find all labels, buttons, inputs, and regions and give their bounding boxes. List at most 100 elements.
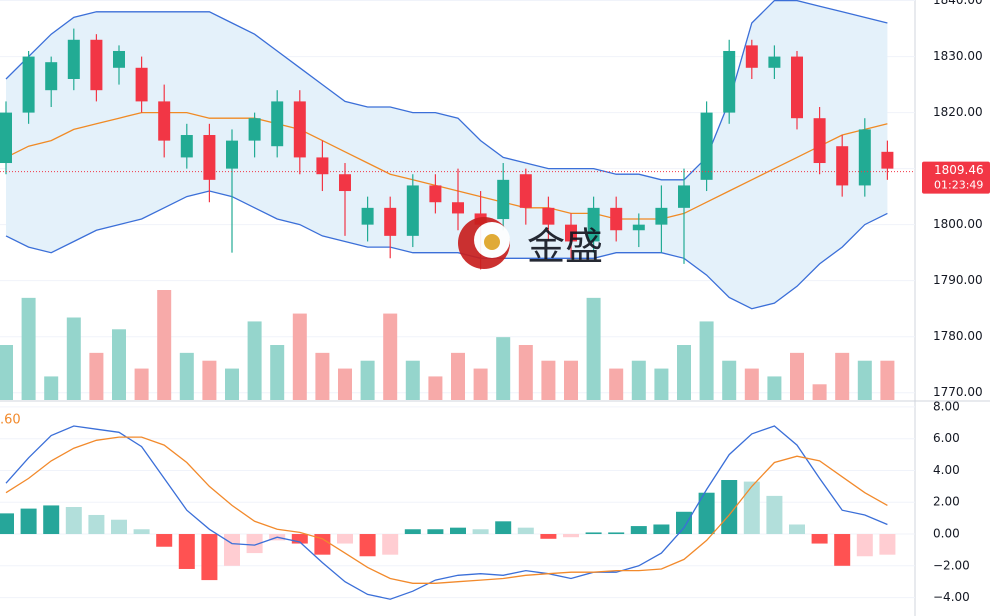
volume-bar [292, 313, 307, 400]
histogram-bar [382, 534, 399, 555]
y-tick-label: −4.00 [933, 590, 970, 604]
candle-body [519, 174, 532, 208]
histogram-bar [630, 526, 647, 535]
candle-body [881, 151, 894, 169]
histogram-bar [314, 534, 331, 555]
y-tick-label: −2.00 [933, 558, 970, 572]
histogram-bar [766, 495, 783, 535]
histogram-bar [495, 521, 512, 535]
volume-bar [179, 352, 194, 400]
histogram-bar [291, 534, 308, 544]
volume-bar [0, 345, 13, 400]
histogram-bar [427, 529, 444, 535]
histogram-bar [337, 534, 353, 544]
signal-line [5, 436, 888, 584]
y-tick-label: 1820.00 [933, 105, 983, 119]
candle-body [768, 56, 781, 68]
candle-body [45, 62, 58, 91]
candle-body [0, 112, 12, 164]
volume-bar [564, 360, 578, 400]
macd-line [5, 425, 888, 600]
candle-body [67, 39, 80, 79]
volume-bar [767, 376, 782, 400]
volume-bar [157, 290, 172, 400]
volume-bar [518, 345, 533, 400]
candle-body [745, 45, 758, 68]
histogram-bar [65, 507, 82, 535]
volume-bar [270, 345, 285, 400]
candle-body [497, 179, 510, 220]
volume-bar [677, 345, 691, 400]
volume-bar [473, 368, 488, 400]
candle-body [610, 207, 623, 231]
volume-bar [112, 329, 126, 400]
histogram-bar [585, 532, 602, 535]
candle-body [542, 207, 555, 225]
candle-body [791, 56, 803, 119]
volume-bar [134, 368, 149, 400]
candle-body [90, 39, 103, 91]
histogram-bar [879, 534, 896, 555]
y-tick-label: 4.00 [933, 463, 960, 477]
candle-body [248, 118, 261, 141]
histogram-bar [608, 532, 625, 535]
candle-body [678, 185, 690, 208]
candle-body [293, 101, 306, 158]
volume-bar [880, 360, 895, 400]
y-tick-label: 8.00 [933, 399, 960, 413]
volume-bar [496, 337, 511, 400]
band-lower [5, 190, 888, 310]
volume-bar [383, 313, 398, 400]
candle-body [226, 140, 238, 169]
volume-bar [541, 360, 556, 400]
candle-body [406, 185, 419, 236]
candle-body [813, 118, 826, 164]
candle-body [135, 67, 148, 102]
candle-body [858, 129, 871, 186]
histogram-bar [224, 534, 240, 566]
histogram-bar [811, 534, 828, 544]
y-tick-label: 6.00 [933, 431, 960, 445]
histogram-bar [540, 534, 557, 539]
volume-bar [857, 360, 872, 400]
y-tick-label: 1840.00 [933, 0, 983, 7]
y-tick-label: 1770.00 [933, 385, 983, 399]
volume-bar [315, 352, 330, 400]
y-tick-label: 1780.00 [933, 329, 983, 343]
volume-bar [812, 384, 827, 400]
volume-bar [225, 368, 239, 400]
histogram-bar [0, 513, 14, 535]
histogram-bar [472, 529, 489, 535]
y-tick-label: 1790.00 [933, 273, 983, 287]
candle-body [361, 207, 374, 225]
histogram-bar [404, 529, 421, 535]
candle-body [271, 101, 284, 147]
volume-bar [609, 368, 624, 400]
candle-body [113, 50, 125, 68]
histogram-bar [133, 529, 150, 535]
watermark: 金盛 [458, 217, 603, 269]
candle-body [429, 185, 442, 203]
volume-bar [586, 297, 601, 400]
volume-bar [722, 360, 737, 400]
histogram-bar [563, 534, 579, 538]
macd-value-label: .60 [0, 413, 21, 428]
y-tick-label: 1830.00 [933, 49, 983, 63]
candle-body [587, 207, 600, 242]
band-upper [5, 0, 888, 181]
histogram-bar [743, 481, 760, 535]
band-fill [6, 0, 888, 309]
histogram-bar [721, 480, 738, 535]
volume-bar [699, 321, 714, 400]
candle-body [203, 135, 216, 180]
volume-bar [428, 376, 443, 400]
histogram-bar [834, 534, 851, 566]
histogram-bar [111, 519, 127, 535]
volume-bar [835, 352, 850, 400]
last-price-box [922, 161, 990, 194]
logo-coin [484, 234, 500, 250]
volume-bar [360, 360, 375, 400]
candle-body [632, 224, 645, 231]
histogram-bar [856, 534, 873, 557]
